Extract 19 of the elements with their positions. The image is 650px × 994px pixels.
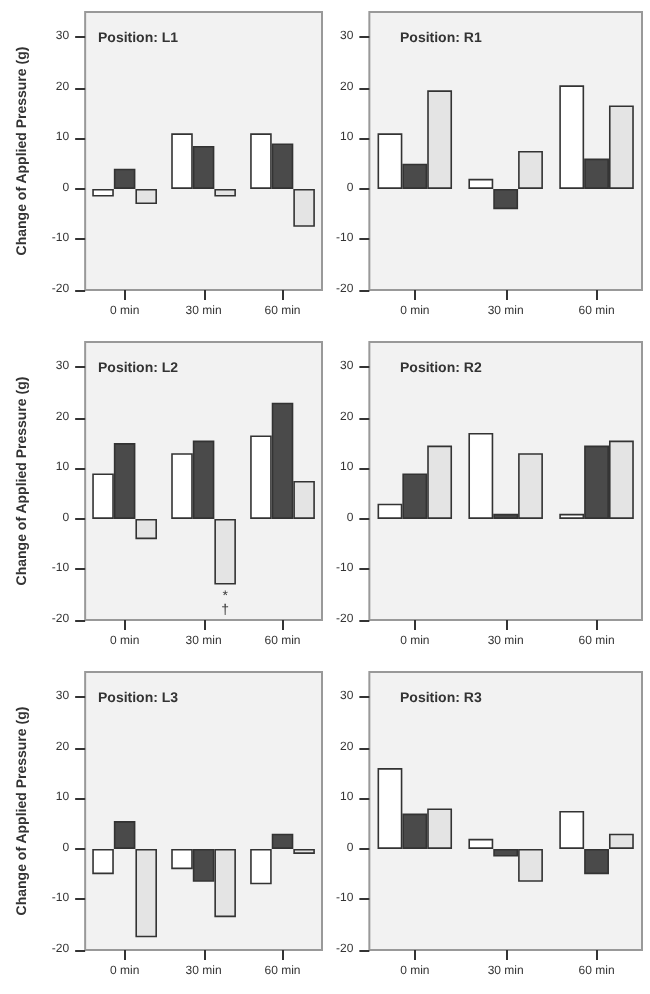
- bar: [608, 833, 634, 849]
- bar: [92, 188, 114, 197]
- bar: [135, 518, 157, 540]
- bar: [92, 848, 114, 875]
- bar: [559, 811, 585, 849]
- bar: [113, 168, 136, 189]
- bar: [468, 178, 494, 189]
- bar: [135, 188, 157, 205]
- bar: [250, 848, 272, 885]
- bar: [493, 188, 519, 210]
- bar: [271, 833, 294, 849]
- bar: [214, 188, 236, 197]
- bar: [113, 821, 136, 849]
- bar: [135, 848, 157, 938]
- bar: [214, 518, 236, 585]
- bar: [518, 151, 543, 189]
- bar: [468, 838, 494, 849]
- bar: [293, 188, 315, 227]
- bar: [584, 848, 609, 875]
